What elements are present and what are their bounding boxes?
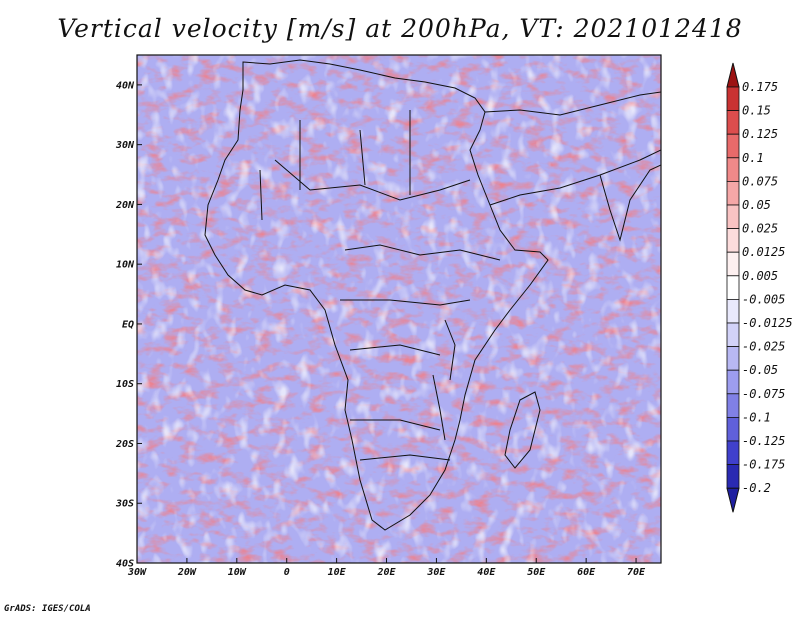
colorbar-label: -0.05: [742, 363, 778, 377]
velocity-field: [137, 55, 661, 563]
colorbar-swatch: [726, 204, 740, 230]
coastlines: [204, 59, 661, 531]
lon-tick-label: 70E: [627, 567, 646, 578]
colorbar-label: 0.175: [742, 80, 778, 94]
lat-tick-label: 40N: [116, 80, 135, 91]
colorbar-label: 0.0125: [742, 245, 785, 259]
lat-tick-label: 30S: [115, 499, 134, 510]
colorbar-swatch: [726, 416, 740, 442]
plot-frame: [136, 54, 662, 564]
lon-tick-label: 50E: [527, 567, 546, 578]
colorbar-swatch: [726, 440, 740, 466]
lat-tick-label: 40S: [116, 559, 134, 570]
lon-tick-label: 20W: [177, 567, 197, 578]
credit-label: GrADS: IGES/COLA: [4, 604, 91, 614]
colorbar-label: -0.005: [742, 292, 785, 306]
colorbar-swatch: [726, 133, 740, 159]
lat-tick-label: 10S: [116, 379, 134, 390]
colorbar-swatch: [726, 251, 740, 277]
colorbar-label: 0.005: [742, 269, 778, 283]
colorbar-label: -0.075: [742, 387, 785, 401]
colorbar-label: -0.025: [742, 340, 785, 354]
colorbar-label: 0.1: [742, 151, 764, 165]
lat-tick-label: 30N: [115, 140, 135, 151]
colorbar-swatch: [726, 393, 740, 418]
lon-tick-label: 20E: [376, 567, 396, 578]
colorbar-label: -0.125: [742, 434, 785, 448]
colorbar-label: -0.1: [742, 410, 771, 424]
lat-tick-label: 20N: [115, 200, 135, 211]
map-title: Vertical velocity [m/s] at 200hPa, VT: 2…: [57, 14, 743, 43]
colorbar-swatch: [726, 110, 740, 135]
lon-tick-label: 10W: [228, 567, 247, 578]
colorbar-label: 0.025: [742, 222, 778, 236]
colorbar-swatch: [726, 86, 740, 112]
colorbar-label: 0.05: [742, 198, 771, 212]
colorbar-label: 0.125: [742, 127, 778, 141]
colorbar-top-arrow: [726, 62, 740, 88]
colorbar-swatch: [726, 322, 740, 348]
colorbar-bottom-arrow: [726, 487, 740, 513]
colorbar-label: 0.075: [742, 174, 778, 188]
lat-tick-label: 20S: [115, 439, 134, 450]
colorbar-label: -0.0125: [742, 316, 793, 330]
colorbar-label: -0.2: [742, 481, 771, 495]
colorbar-label: -0.175: [742, 458, 785, 472]
colorbar-swatch: [726, 346, 740, 371]
colorbar: 0.175 0.15 0.125 0.1 0.075 0.05 0.025 0.0125 0.0…: [726, 62, 793, 513]
colorbar-swatch: [726, 275, 740, 300]
colorbar-swatch: [726, 298, 740, 324]
lon-tick-label: 10E: [328, 567, 347, 578]
colorbar-swatch: [726, 180, 740, 206]
colorbar-swatch: [726, 157, 740, 182]
lat-tick-label: EQ: [122, 319, 134, 330]
colorbar-label: 0.15: [742, 104, 771, 118]
lat-tick-label: 10N: [116, 260, 135, 271]
lon-tick-label: 0: [284, 567, 290, 578]
colorbar-swatch: [726, 369, 740, 395]
lon-tick-label: 30W: [127, 567, 147, 578]
colorbar-swatch: [726, 228, 740, 253]
lon-tick-label: 40E: [477, 567, 496, 578]
lon-tick-label: 30E: [426, 567, 446, 578]
lon-tick-label: 60E: [577, 567, 596, 578]
colorbar-swatch: [726, 464, 740, 489]
